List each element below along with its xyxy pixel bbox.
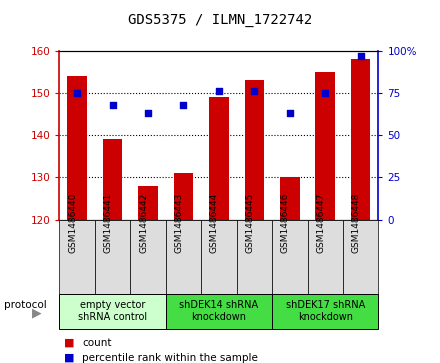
Point (251, 89, 258, 94)
Point (109, 102, 116, 108)
Text: GSM1486440: GSM1486440 (68, 192, 77, 253)
Bar (272, 294, 378, 329)
Bar (245, 80, 264, 220)
Point (216, 89, 222, 94)
Bar (343, 220, 378, 294)
Point (286, 110, 293, 116)
Text: GSM1486443: GSM1486443 (174, 192, 183, 253)
Text: GSM1486444: GSM1486444 (210, 192, 219, 253)
Bar (166, 220, 201, 294)
Bar (174, 173, 193, 220)
Bar (67, 76, 87, 220)
Text: count: count (82, 338, 112, 348)
Text: GSM1486442: GSM1486442 (139, 192, 148, 253)
Text: GSM1486448: GSM1486448 (352, 192, 361, 253)
Bar (315, 72, 335, 220)
Point (73, 90, 81, 96)
Text: shDEK14 shRNA
knockdown: shDEK14 shRNA knockdown (180, 301, 258, 322)
Text: GDS5375 / ILMN_1722742: GDS5375 / ILMN_1722742 (128, 13, 312, 27)
Text: shDEK17 shRNA
knockdown: shDEK17 shRNA knockdown (286, 301, 365, 322)
Point (144, 110, 151, 116)
Bar (59, 294, 166, 329)
Bar (95, 220, 130, 294)
Text: GSM1486447: GSM1486447 (316, 192, 325, 253)
Bar (201, 220, 237, 294)
Text: GSM1486445: GSM1486445 (246, 192, 254, 253)
Text: ■: ■ (64, 352, 74, 363)
Bar (209, 97, 229, 220)
Point (322, 90, 329, 96)
Bar (103, 139, 122, 220)
Point (180, 102, 187, 108)
Bar (138, 186, 158, 220)
Bar (237, 220, 272, 294)
Bar (280, 178, 300, 220)
Text: ■: ■ (64, 338, 74, 348)
Text: GSM1486441: GSM1486441 (103, 192, 113, 253)
Bar (351, 59, 370, 220)
Bar (59, 220, 95, 294)
Text: protocol: protocol (4, 300, 47, 310)
Bar (272, 220, 308, 294)
Text: empty vector
shRNA control: empty vector shRNA control (78, 301, 147, 322)
Bar (130, 220, 166, 294)
Bar (308, 220, 343, 294)
Text: percentile rank within the sample: percentile rank within the sample (82, 352, 258, 363)
Point (357, 53, 364, 59)
Bar (166, 294, 272, 329)
Text: GSM1486446: GSM1486446 (281, 192, 290, 253)
Text: ▶: ▶ (32, 307, 41, 319)
